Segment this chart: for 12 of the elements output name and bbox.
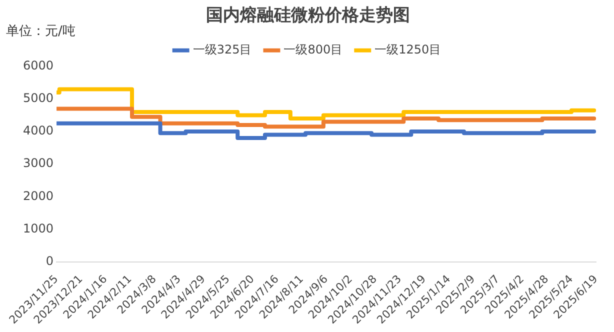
legend-label: 一级800目 [284,42,343,57]
y-tick-label: 3000 [22,156,54,170]
legend-label: 一级325目 [192,42,252,57]
y-tick-label: 5000 [22,91,54,106]
y-tick-label: 6000 [22,58,54,73]
legend-label: 一级1250目 [374,42,442,57]
y-tick-label: 2000 [22,188,54,203]
y-tick-label: 1000 [22,221,54,236]
y-tick-label: 4000 [22,124,54,138]
chart-title: 国内熔融硅微粉价格走势图 [206,6,410,26]
y-tick-label: 0 [46,254,54,268]
text: 单位：元/吨 [6,23,76,40]
